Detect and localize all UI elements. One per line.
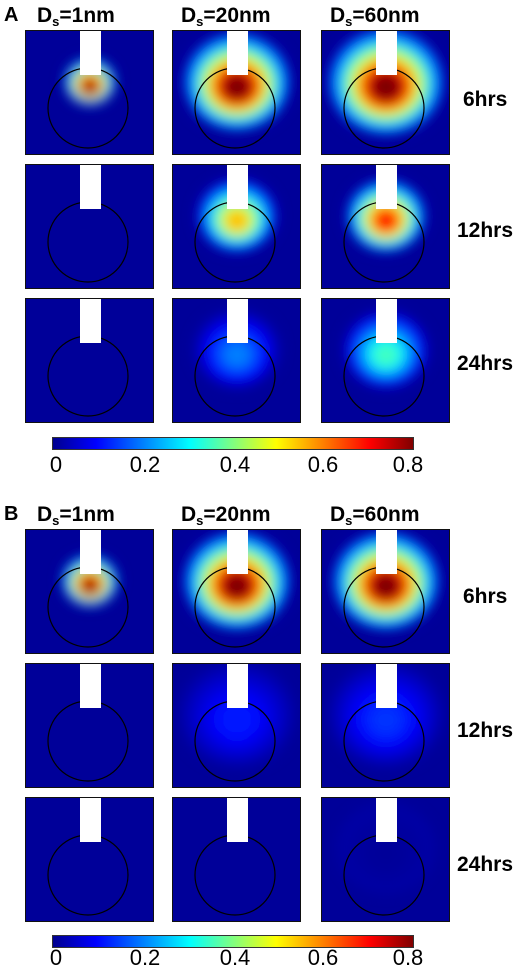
probe-rect [376, 530, 397, 574]
probe-rect [227, 530, 248, 574]
probe-rect [227, 31, 248, 75]
row-label-b-6hrs: 6hrs [463, 585, 508, 608]
heatmap-tile-b-r3-c1 [25, 797, 154, 922]
probe-rect [227, 798, 248, 842]
heatmap-tile-b-r2-c2 [172, 663, 301, 788]
row-label-a-24hrs: 24hrs [457, 352, 514, 375]
heatmap-tile-a-r1-c3 [321, 30, 450, 155]
row-label-a-12hrs: 12hrs [457, 219, 514, 242]
concentration-blob [341, 308, 431, 390]
colorbar-a-tick-4: 0.8 [392, 452, 424, 477]
heatmap-tile-a-r2-c3 [321, 164, 450, 289]
concentration-blob [344, 176, 428, 254]
column-label-a-3: Ds=60nm [330, 4, 420, 29]
concentration-blob [177, 664, 297, 769]
heatmap-tile-a-r3-c3 [321, 298, 450, 423]
colorbar-b-tick-2: 0.4 [219, 945, 251, 970]
column-label-b-3: Ds=60nm [330, 503, 420, 528]
colorbar-a [52, 437, 414, 450]
panel-letter-a: A [4, 4, 19, 26]
row-label-b-24hrs: 24hrs [457, 853, 514, 876]
row-label-a-6hrs: 6hrs [463, 88, 508, 111]
concentration-blob [324, 31, 448, 138]
heatmap-tile-b-r1-c2 [172, 529, 301, 654]
colorbar-b [52, 935, 414, 948]
colorbar-a-tick-1: 0.2 [129, 452, 161, 477]
concentration-blob [326, 664, 446, 769]
heatmap-tile-b-r3-c2 [172, 797, 301, 922]
probe-rect [376, 31, 397, 75]
heatmap-tile-a-r1-c2 [172, 30, 301, 155]
probe-rect [376, 165, 397, 209]
heatmap-tile-b-r1-c3 [321, 529, 450, 654]
concentration-blob [192, 308, 282, 390]
probe-rect [227, 165, 248, 209]
colorbar-b-tick-1: 0.2 [129, 945, 161, 970]
probe-rect [80, 165, 101, 209]
colorbar-b-tick-4: 0.8 [392, 945, 424, 970]
probe-rect [376, 664, 397, 708]
colorbar-b-tick-0: 0 [49, 945, 63, 970]
column-label-a-1: Ds=1nm [37, 4, 115, 29]
colorbar-a-tick-3: 0.6 [307, 452, 339, 477]
concentration-blob [336, 802, 436, 894]
concentration-blob [329, 530, 443, 633]
column-label-a-2: Ds=20nm [181, 4, 271, 29]
concentration-blob [180, 31, 294, 134]
row-label-b-12hrs: 12hrs [457, 719, 514, 742]
panel-letter-b: B [4, 503, 19, 525]
heatmap-tile-b-r3-c3 [321, 797, 450, 922]
probe-rect [80, 299, 101, 343]
probe-rect [80, 530, 101, 574]
probe-rect [227, 664, 248, 708]
heatmap-tile-a-r3-c2 [172, 298, 301, 423]
heatmap-tile-b-r2-c1 [25, 663, 154, 788]
heatmap-tile-a-r2-c2 [172, 164, 301, 289]
column-label-b-1: Ds=1nm [37, 503, 115, 528]
heatmap-tile-a-r3-c1 [25, 298, 154, 423]
column-label-b-2: Ds=20nm [181, 503, 271, 528]
probe-rect [227, 299, 248, 343]
colorbar-a-tick-2: 0.4 [219, 452, 251, 477]
probe-rect [80, 31, 101, 75]
heatmap-tile-b-r2-c3 [321, 663, 450, 788]
colorbar-a-tick-0: 0 [49, 452, 63, 477]
probe-rect [80, 664, 101, 708]
concentration-blob [180, 530, 294, 633]
heatmap-tile-a-r2-c1 [25, 164, 154, 289]
probe-rect [80, 798, 101, 842]
probe-rect [376, 798, 397, 842]
heatmap-tile-a-r1-c1 [25, 30, 154, 155]
probe-rect [376, 299, 397, 343]
colorbar-b-tick-3: 0.6 [307, 945, 339, 970]
heatmap-tile-b-r1-c1 [25, 529, 154, 654]
